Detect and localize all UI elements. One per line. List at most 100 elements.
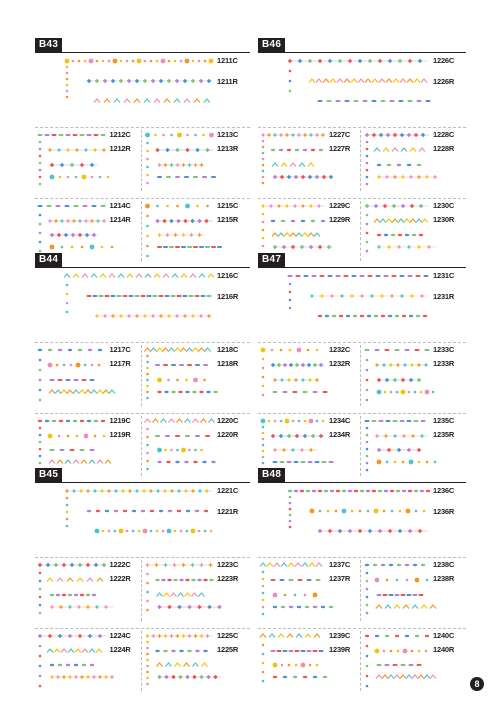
border-code: 1217C bbox=[109, 345, 131, 354]
border-ornament bbox=[261, 591, 265, 595]
border-ornament bbox=[157, 232, 162, 238]
border-ornament bbox=[155, 147, 160, 153]
border-ornament bbox=[176, 204, 179, 208]
border-ornament bbox=[211, 460, 216, 464]
border-ornament bbox=[191, 592, 198, 597]
border-ornament bbox=[38, 571, 42, 575]
border-ornament bbox=[119, 59, 123, 63]
border-ornament bbox=[261, 584, 265, 588]
border-ornament bbox=[185, 378, 188, 382]
border-ornament bbox=[117, 273, 125, 278]
border-ornament bbox=[146, 390, 149, 394]
border-ornament bbox=[379, 218, 387, 223]
border-ornament bbox=[394, 594, 400, 596]
border-ornament bbox=[58, 419, 64, 423]
border-ornament bbox=[270, 433, 276, 439]
border-ornament bbox=[177, 604, 182, 610]
border-ornament bbox=[194, 448, 197, 452]
border-ornament bbox=[165, 435, 170, 437]
border-ornament bbox=[422, 314, 428, 318]
border-ornament bbox=[38, 378, 42, 382]
border-ornament bbox=[282, 650, 288, 652]
border-ornament bbox=[59, 218, 65, 224]
border-ornament bbox=[406, 447, 412, 453]
border-ornament bbox=[48, 389, 56, 394]
border-ornament bbox=[387, 58, 393, 64]
border-ornament bbox=[150, 78, 156, 84]
border-ornament bbox=[102, 78, 108, 84]
border-ornament bbox=[90, 175, 94, 179]
border-ornament bbox=[88, 58, 94, 64]
border-ornament bbox=[389, 649, 393, 653]
border-ornament bbox=[146, 664, 149, 668]
border-ornament bbox=[306, 579, 312, 581]
border-ornament bbox=[297, 579, 303, 581]
border-code: 1224C bbox=[109, 631, 131, 640]
border-ornament bbox=[183, 662, 190, 667]
border-ornament bbox=[38, 182, 42, 186]
border-code: 1233R bbox=[433, 359, 455, 368]
border-ornament bbox=[391, 218, 399, 223]
border-ornament bbox=[211, 176, 216, 178]
border-ornament bbox=[178, 390, 183, 394]
border-ornament bbox=[200, 418, 207, 423]
border-ornament bbox=[294, 663, 298, 667]
border-ornament bbox=[57, 663, 63, 667]
border-ornament bbox=[49, 449, 55, 451]
border-ornament bbox=[185, 203, 190, 209]
border-ornament bbox=[365, 378, 369, 382]
border-ornament bbox=[393, 460, 397, 464]
border-ornament bbox=[134, 488, 140, 494]
border-ornament bbox=[423, 362, 429, 368]
border-ornament bbox=[178, 674, 183, 680]
border-ornament bbox=[179, 59, 183, 63]
border-ornament bbox=[189, 273, 197, 278]
border-ornament bbox=[388, 563, 394, 567]
border-ornament bbox=[164, 390, 169, 394]
border-ornament bbox=[304, 633, 312, 638]
border-ornament bbox=[408, 377, 414, 383]
border-ornament bbox=[376, 174, 382, 180]
border-ornament bbox=[49, 663, 55, 667]
border-ornament bbox=[133, 98, 141, 103]
border-ornament bbox=[377, 58, 383, 64]
border-ornament bbox=[315, 562, 323, 567]
border-ornament bbox=[191, 59, 195, 63]
border-ornament bbox=[38, 461, 42, 465]
border-ornament bbox=[146, 670, 149, 674]
border-ornament bbox=[261, 577, 265, 581]
border-ornament bbox=[396, 649, 400, 653]
border-ornament bbox=[357, 58, 363, 64]
border-ornament bbox=[261, 375, 265, 379]
border-ornament bbox=[38, 426, 42, 430]
border-ornament bbox=[44, 134, 50, 136]
border-ornament bbox=[270, 219, 276, 223]
border-ornament bbox=[203, 578, 208, 582]
section-tag: B44 bbox=[35, 253, 63, 267]
border-ornament bbox=[272, 244, 278, 250]
border-ornament bbox=[83, 59, 87, 63]
border-ornament bbox=[176, 448, 179, 452]
border-ornament bbox=[288, 501, 292, 505]
border-ornament bbox=[173, 59, 177, 63]
border-ornament bbox=[404, 233, 410, 237]
border-ornament bbox=[299, 489, 305, 493]
border-ornament bbox=[171, 674, 176, 680]
border-ornament bbox=[146, 652, 149, 656]
border-ornament bbox=[184, 58, 190, 64]
border-ornament bbox=[296, 132, 302, 138]
border-ornament bbox=[169, 633, 174, 639]
border-ornament bbox=[365, 168, 369, 172]
border-ornament bbox=[100, 134, 106, 136]
border-ornament bbox=[146, 443, 149, 447]
border-ornament bbox=[324, 314, 330, 318]
border-ornament bbox=[401, 433, 407, 439]
border-ornament bbox=[93, 134, 99, 136]
border-ornament bbox=[65, 419, 71, 423]
row-divider bbox=[258, 127, 466, 128]
border-ornament bbox=[58, 134, 64, 136]
border-ornament bbox=[192, 418, 199, 423]
border-code: 1223C bbox=[217, 560, 239, 569]
border-ornament bbox=[406, 132, 412, 138]
border-ornament bbox=[77, 562, 83, 568]
